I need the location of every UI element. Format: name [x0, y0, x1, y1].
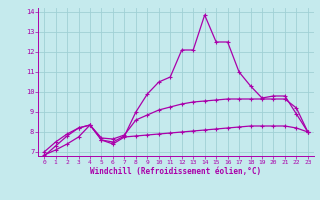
X-axis label: Windchill (Refroidissement éolien,°C): Windchill (Refroidissement éolien,°C) — [91, 167, 261, 176]
